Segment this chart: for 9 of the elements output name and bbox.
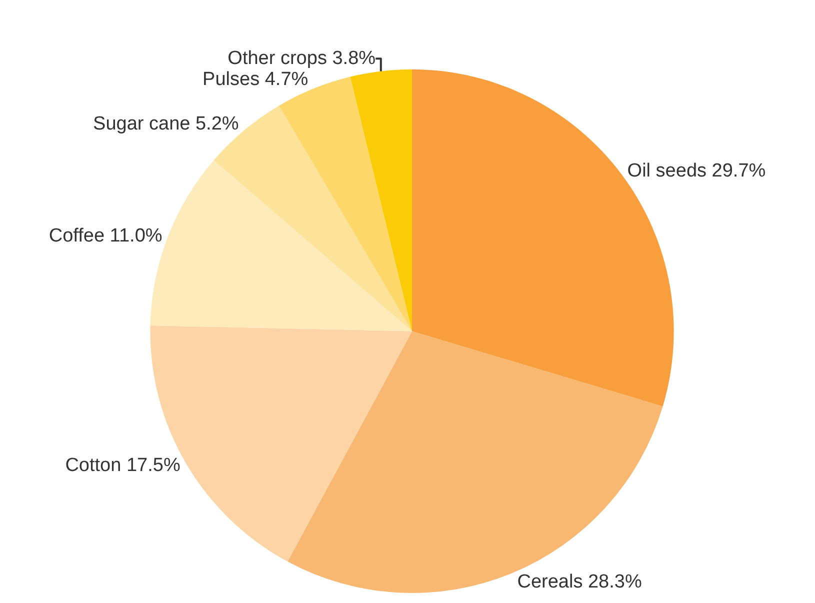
slice-label: Cotton 17.5% xyxy=(65,454,180,476)
slice-label: Pulses 4.7% xyxy=(202,69,308,90)
slice-label: Coffee 11.0% xyxy=(48,225,162,246)
slice-label: Sugar cane 5.2% xyxy=(93,114,239,135)
pie-slice xyxy=(350,69,412,332)
pie-slice xyxy=(288,331,663,593)
slice-label: Oil seeds 29.7% xyxy=(627,160,766,182)
slice-label: Cereals 28.3% xyxy=(517,572,642,593)
slice-label: Other crops 3.8% xyxy=(228,48,376,70)
